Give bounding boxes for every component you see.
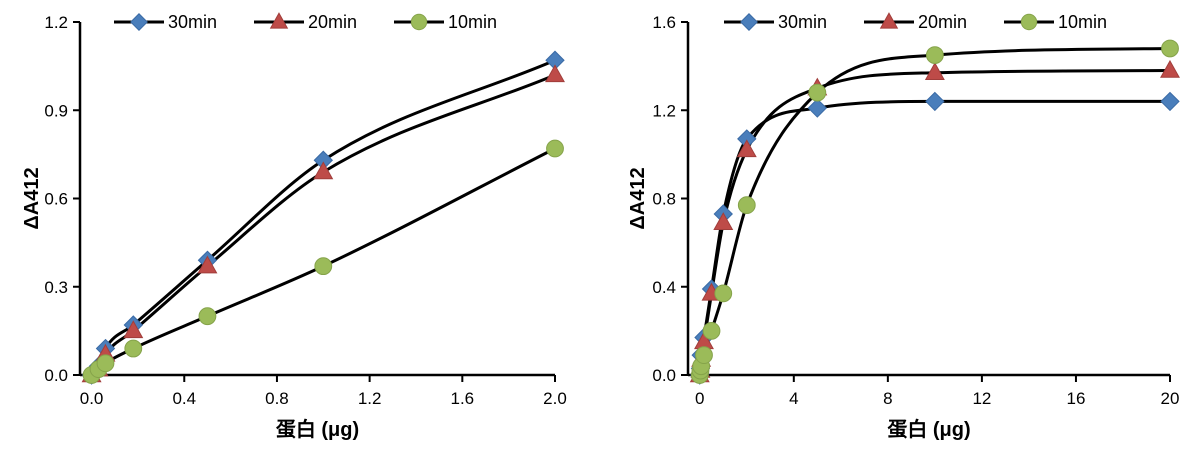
legend-label: 20min xyxy=(308,12,357,32)
data-point-10min xyxy=(198,307,217,326)
series-line-30min xyxy=(90,58,556,376)
y-tick-label: 0.4 xyxy=(652,278,676,297)
x-tick-label: 8 xyxy=(883,389,892,408)
data-point-30min xyxy=(807,98,828,118)
y-tick-label: 0.3 xyxy=(44,278,68,297)
chart-left: 0.0 0.3 0.6 0.9 1.2 0.0 0.4 0.8 1.2 1.6 2.0 蛋白 (μg)… xyxy=(21,12,567,441)
legend-marker xyxy=(879,12,899,29)
data-point-10min xyxy=(808,83,827,102)
series-markers-30min xyxy=(690,91,1180,385)
legend-label: 20min xyxy=(918,12,967,32)
y-tick-label: 0.0 xyxy=(652,366,676,385)
y-axis-title: ΔA412 xyxy=(21,167,43,229)
x-tick-label: 16 xyxy=(1066,389,1085,408)
legend-marker xyxy=(410,13,428,31)
chart-right: 0.0 0.4 0.8 1.2 1.6 0 4 8 12 16 20 蛋白 (μg) ΔA412 30mi… xyxy=(627,12,1180,441)
y-tick-label: 1.2 xyxy=(652,101,676,120)
legend-item-10min: 10min xyxy=(394,12,497,32)
data-point-10min xyxy=(714,284,733,303)
legend-marker xyxy=(740,13,758,31)
legend-label: 30min xyxy=(778,12,827,32)
legend-item-20min: 20min xyxy=(864,12,967,32)
x-tick-label: 12 xyxy=(972,389,991,408)
y-tick-label: 0.0 xyxy=(44,366,68,385)
x-tick-label: 20 xyxy=(1161,389,1180,408)
data-point-30min xyxy=(1160,91,1180,112)
series-markers-30min xyxy=(81,50,565,385)
x-tick-label: 0 xyxy=(695,389,704,408)
x-tick-label: 1.2 xyxy=(358,389,382,408)
data-point-10min xyxy=(96,354,115,373)
data-point-10min xyxy=(702,321,721,340)
series-line-20min xyxy=(698,69,1171,376)
x-tick-label: 0.0 xyxy=(80,389,104,408)
y-axis-title: ΔA412 xyxy=(627,167,649,229)
data-point-10min xyxy=(314,257,333,276)
data-point-10min xyxy=(695,346,713,365)
legend-marker xyxy=(269,12,289,29)
x-axis-title: 蛋白 (μg) xyxy=(887,417,970,441)
legend-item-20min: 20min xyxy=(254,12,357,32)
data-point-20min xyxy=(123,320,144,339)
legend-item-30min: 30min xyxy=(114,12,217,32)
x-tick-label: 1.6 xyxy=(450,389,474,408)
series-markers-10min xyxy=(690,39,1179,384)
data-point-10min xyxy=(737,196,756,215)
series-line-20min xyxy=(90,73,556,377)
data-point-10min xyxy=(1161,39,1179,58)
y-tick-label: 0.6 xyxy=(44,190,68,209)
legend-label: 10min xyxy=(448,12,497,32)
series-markers-10min xyxy=(82,139,564,384)
legend-marker xyxy=(130,13,148,31)
data-point-10min xyxy=(124,339,143,358)
legend-marker xyxy=(1020,13,1038,31)
series-line-30min xyxy=(698,99,1170,376)
data-point-10min xyxy=(546,139,564,158)
data-point-20min xyxy=(1160,59,1180,78)
data-point-20min xyxy=(313,161,334,180)
data-point-20min xyxy=(197,255,218,274)
data-point-30min xyxy=(925,91,945,112)
data-point-20min xyxy=(736,139,757,158)
series-markers-20min xyxy=(81,64,565,383)
data-point-20min xyxy=(545,64,565,83)
x-tick-label: 4 xyxy=(789,389,798,408)
legend-item-10min: 10min xyxy=(1004,12,1107,32)
y-tick-label: 1.6 xyxy=(652,13,676,32)
data-point-20min xyxy=(713,212,734,230)
legend-label: 30min xyxy=(168,12,217,32)
x-tick-label: 2.0 xyxy=(543,389,567,408)
data-point-20min xyxy=(924,62,945,80)
legend-label: 10min xyxy=(1058,12,1107,32)
y-tick-label: 1.2 xyxy=(44,13,68,32)
x-tick-label: 0.4 xyxy=(172,389,196,408)
data-point-10min xyxy=(925,46,944,64)
x-axis-title: 蛋白 (μg) xyxy=(276,417,359,441)
legend-item-30min: 30min xyxy=(724,12,827,32)
y-tick-label: 0.9 xyxy=(44,101,68,120)
y-tick-label: 0.8 xyxy=(652,190,676,209)
x-tick-label: 0.8 xyxy=(265,389,289,408)
